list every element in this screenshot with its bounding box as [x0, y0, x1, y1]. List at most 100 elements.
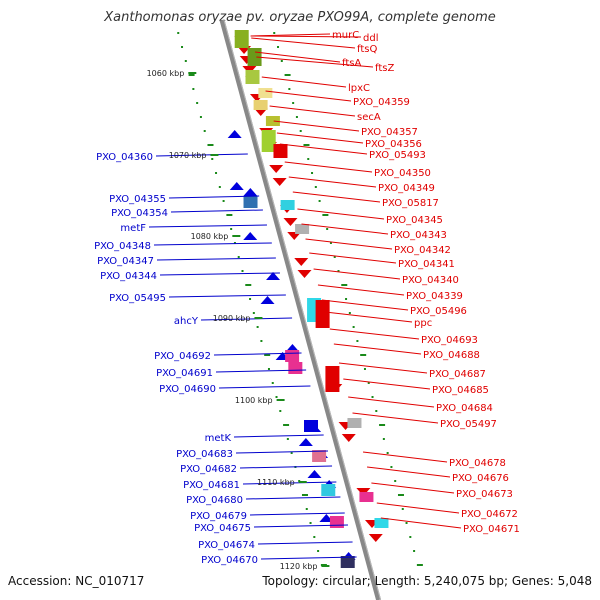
- right-gene-label: PXO_04688: [423, 350, 480, 361]
- gene-block: [234, 30, 249, 48]
- right-gene-label: PXO_05496: [410, 306, 467, 317]
- leader-line: [256, 56, 374, 68]
- leader-line: [276, 132, 364, 144]
- genome-backbone: [219, 19, 382, 600]
- tick-mark: [326, 228, 329, 230]
- tick-mark: [237, 256, 240, 258]
- right-gene-label: ftsZ: [375, 63, 394, 74]
- tick-mark: [379, 424, 386, 426]
- kbp-label: 1060 kbp: [147, 69, 185, 78]
- leader-line: [265, 90, 352, 102]
- tick-mark: [271, 382, 274, 384]
- leader-line: [245, 496, 341, 500]
- left-gene-label: PXO_04355: [109, 194, 166, 205]
- tick-mark: [416, 564, 423, 566]
- leader-line: [253, 524, 348, 528]
- gene-block: [280, 200, 295, 210]
- leader-line: [279, 143, 368, 155]
- tick-mark: [218, 186, 221, 188]
- right-gene-label: PXO_04359: [353, 97, 410, 108]
- tick-mark: [352, 326, 355, 328]
- left-gene-label: PXO_04690: [159, 384, 216, 395]
- left-gene-label: PXO_04691: [156, 368, 213, 379]
- tick-mark: [211, 158, 214, 160]
- leader-line: [261, 76, 347, 88]
- leader-line: [333, 343, 422, 355]
- tick-mark: [192, 88, 195, 90]
- kbp-tick: [188, 72, 197, 74]
- tick-mark: [277, 46, 280, 48]
- left-gene-label: PXO_04347: [97, 256, 154, 267]
- tick-mark: [333, 256, 336, 258]
- tick-mark: [299, 130, 302, 132]
- gene-block: [359, 492, 374, 502]
- right-gene-label: PXO_04671: [463, 524, 520, 535]
- leader-line: [213, 352, 302, 356]
- leader-line: [170, 209, 263, 213]
- tick-mark: [367, 382, 370, 384]
- right-gene-label: PXO_05493: [369, 150, 426, 161]
- reverse-gene: [227, 130, 242, 138]
- right-gene-label: lpxC: [348, 83, 370, 94]
- reverse-gene: [260, 296, 275, 304]
- gene-block: [288, 362, 303, 374]
- right-gene-label: PXO_04676: [452, 473, 509, 484]
- forward-gene: [368, 534, 383, 542]
- forward-gene: [272, 178, 287, 186]
- leader-line: [309, 252, 397, 264]
- leader-line: [297, 208, 385, 220]
- gene-block: [321, 484, 336, 496]
- leader-line: [155, 153, 248, 157]
- tick-marks: [177, 32, 423, 566]
- gene-block: [347, 418, 362, 428]
- tick-mark: [233, 242, 236, 244]
- leader-line: [250, 35, 362, 38]
- leader-line: [156, 257, 276, 261]
- left-gene-label: PXO_04348: [94, 241, 151, 252]
- left-gene-label: metK: [205, 433, 232, 444]
- right-gene-label: PXO_04678: [449, 458, 506, 469]
- right-gene-label: PXO_04685: [432, 385, 489, 396]
- leader-line: [329, 328, 420, 340]
- leader-line: [215, 369, 307, 373]
- gene-block: [312, 450, 327, 462]
- forward-gene: [269, 165, 284, 173]
- right-gene-label: murC: [332, 30, 359, 41]
- tick-mark: [382, 438, 385, 440]
- reverse-gene: [229, 182, 244, 190]
- tick-mark: [314, 186, 317, 188]
- leader-line: [376, 502, 460, 514]
- gene-block: [258, 88, 273, 98]
- gene-block: [261, 130, 276, 152]
- kbp-label: 1110 kbp: [257, 478, 295, 487]
- tick-mark: [307, 158, 310, 160]
- tick-mark: [322, 214, 329, 216]
- leader-line: [239, 465, 333, 469]
- tick-mark: [184, 60, 187, 62]
- leader-line: [317, 284, 405, 296]
- tick-mark: [196, 102, 199, 104]
- right-gene-label: PXO_04343: [390, 230, 447, 241]
- right-gene-label: PXO_04693: [421, 335, 478, 346]
- tick-mark: [360, 354, 367, 356]
- tick-mark: [203, 130, 206, 132]
- tick-mark: [409, 536, 412, 538]
- left-gene-label: PXO_04670: [201, 555, 258, 566]
- leader-line: [367, 466, 451, 478]
- accession-label: Accession: NC_010717: [8, 574, 145, 588]
- leader-line: [273, 120, 360, 132]
- right-gene-label: ftsQ: [357, 44, 377, 55]
- leader-line: [288, 176, 377, 188]
- kbp-tick: [210, 154, 219, 156]
- leader-line: [325, 311, 413, 323]
- tick-mark: [318, 200, 321, 202]
- tick-mark: [348, 312, 351, 314]
- tick-mark: [290, 452, 293, 454]
- right-gene-label: PXO_05817: [382, 198, 439, 209]
- tick-mark: [394, 480, 397, 482]
- leader-line: [260, 556, 357, 560]
- tick-mark: [177, 32, 180, 34]
- leader-line: [254, 51, 341, 63]
